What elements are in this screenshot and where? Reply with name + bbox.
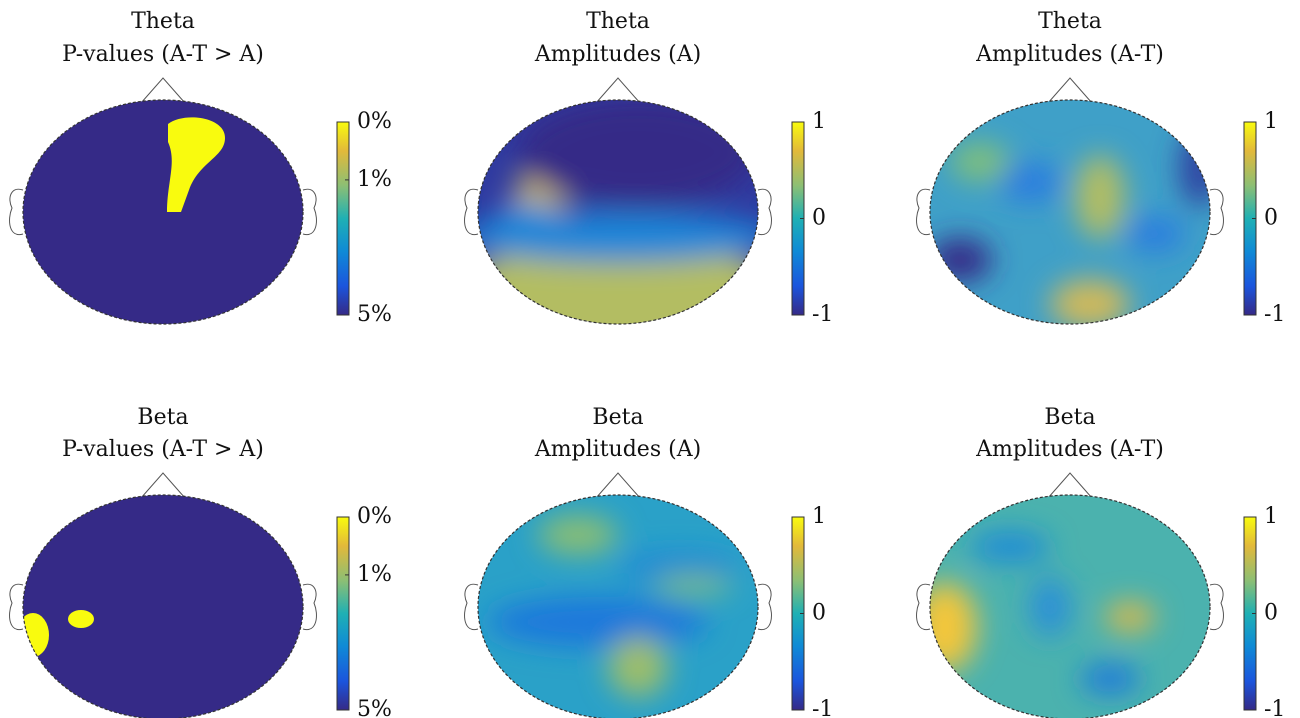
nose [595,472,641,499]
map-region [68,610,94,628]
map-region [930,582,977,672]
map-region [998,162,1062,202]
topo-panel: Theta Amplitudes (A-T) 1 0 -1 [916,9,1285,327]
ear [757,188,772,236]
head-outline [929,494,1211,718]
map-field [167,117,225,212]
topo-map [478,100,758,324]
topo-map [478,495,758,718]
colorbar-tick-label: 0% [357,504,392,529]
map-region [608,637,668,697]
panel-title: P-values (A-T > A) [62,437,264,462]
colorbar-tick-label: 5% [357,302,392,327]
map-region [970,532,1050,562]
ear [302,188,317,236]
panel-title: Beta [1044,405,1095,430]
colorbar-tick-label: 0 [1264,601,1278,626]
map-region [518,100,758,207]
ear [302,583,317,631]
colorbar-tick-label: 1 [1264,504,1278,529]
map-background [930,495,1210,718]
topo-map [930,100,1210,324]
panel-title: Amplitudes (A-T) [975,42,1164,67]
topo-panel: Beta Amplitudes (A-T) 1 0 -1 [916,405,1285,718]
topo-map [930,495,1210,718]
map-region [1050,279,1130,324]
panel-title: Theta [1038,9,1102,34]
ear [757,583,772,631]
colorbar [336,121,350,316]
map-region [950,142,1010,182]
panel-title: Amplitudes (A-T) [975,437,1164,462]
panel-title: Beta [592,405,643,430]
colorbar-tick-label: 0% [357,109,392,134]
topo-panel: Theta Amplitudes (A) 1 0 -1 [464,9,833,327]
topo-map [23,100,303,324]
map-region [538,515,618,555]
ear [464,188,479,236]
map-region [493,202,563,242]
ear [1209,583,1224,631]
colorbar-tick-label: -1 [812,697,833,718]
map-field [930,532,1155,694]
map-background [23,100,303,324]
head-outline [22,494,304,718]
map-region [478,237,758,324]
topo-map [23,495,303,718]
colorbar-tick-label: -1 [1264,302,1285,327]
colorbar-tick-label: 5% [357,697,392,718]
colorbar-tick-label: 0 [812,206,826,231]
topo-panel: Theta P-values (A-T > A) 0% 1% 5% [9,9,392,327]
map-region [1105,602,1155,632]
map-region [1180,127,1210,207]
map-region [488,597,708,647]
ear [464,583,479,631]
nose [140,77,186,104]
colorbar-tick-label: -1 [812,302,833,327]
map-region [930,238,992,282]
map-region [1080,664,1140,694]
panel-title: Beta [137,405,188,430]
topo-panel: Beta P-values (A-T > A) 0% 1% 5% [9,405,392,718]
head-outline [22,99,304,325]
colorbar-tick-label: 1 [1264,109,1278,134]
colorbar-tick-label: 0 [812,601,826,626]
nose [1047,77,1093,104]
head-outline [477,99,759,325]
map-region [618,553,738,581]
map-field [488,515,738,697]
map-field [478,100,758,324]
colorbar-tick-label: 1% [357,167,392,192]
nose [140,472,186,499]
head-outline [477,494,759,718]
panel-title: Amplitudes (A) [534,42,701,67]
panel-title: P-values (A-T > A) [62,42,264,67]
head-outline [929,99,1211,325]
ear [916,583,931,631]
map-region [653,575,733,595]
map-region [23,613,49,657]
nose [1047,472,1093,499]
map-region [1075,155,1125,239]
colorbar-tick-label: 1% [357,562,392,587]
colorbar-tick-label: 1 [812,109,826,134]
nose [595,77,641,104]
ear [1209,188,1224,236]
panel-title: Amplitudes (A) [534,437,701,462]
ear [9,188,24,236]
ear [916,188,931,236]
colorbar-tick-label: 0 [1264,206,1278,231]
colorbar-tick-label: 1 [812,504,826,529]
map-region [1030,577,1070,637]
ear [9,583,24,631]
colorbar-tick-label: -1 [1264,697,1285,718]
topo-panel: Beta Amplitudes (A) 1 0 -1 [464,405,833,718]
map-background [23,495,303,718]
panel-title: Theta [586,9,650,34]
colorbar [336,516,350,711]
panel-title: Theta [131,9,195,34]
map-region [1125,216,1185,252]
map-region [167,117,225,212]
